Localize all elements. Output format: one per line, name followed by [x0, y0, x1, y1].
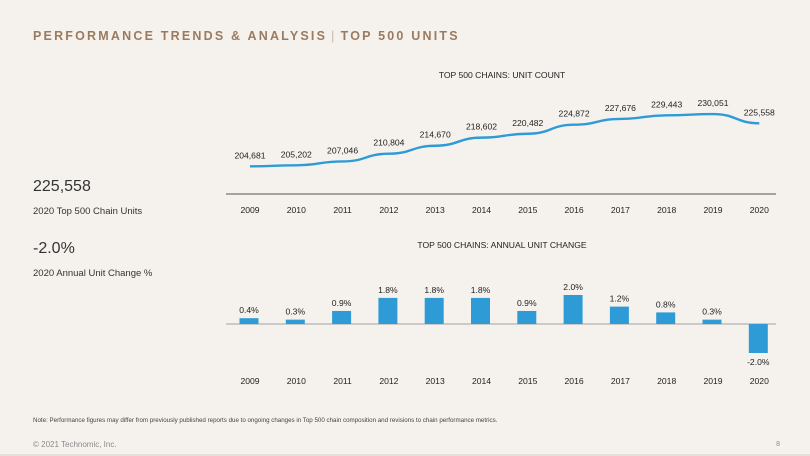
- annual-change-data-label: 1.8%: [424, 285, 444, 295]
- annual-change-bar: [609, 306, 629, 324]
- unit-count-data-label: 229,443: [651, 99, 682, 109]
- bar-x-tick-label: 2011: [333, 376, 352, 386]
- annual-change-bar: [332, 310, 352, 324]
- annual-change-data-label: 0.3%: [702, 307, 722, 317]
- line-x-tick-label: 2013: [426, 205, 445, 215]
- line-x-tick-label: 2015: [518, 205, 537, 215]
- bar-x-tick-label: 2018: [657, 376, 676, 386]
- annual-change-data-label: 2.0%: [563, 282, 583, 292]
- header-separator: |: [331, 29, 337, 43]
- unit-count-data-label: 220,482: [512, 118, 543, 128]
- header-title-right: TOP 500 UNITS: [340, 29, 460, 43]
- kpi-unit-count: 225,558 2020 Top 500 Chain Units: [33, 178, 142, 217]
- annual-change-data-label: -2.0%: [747, 357, 770, 367]
- bar-x-tick-label: 2015: [518, 376, 537, 386]
- bar-x-tick-label: 2019: [703, 376, 722, 386]
- footnote: Note: Performance figures may differ fro…: [33, 417, 498, 424]
- unit-count-data-label: 207,046: [327, 145, 358, 155]
- line-x-tick-label: 2009: [240, 205, 259, 215]
- annual-change-bar: [285, 319, 305, 324]
- annual-change-bar: [239, 318, 259, 324]
- annual-change-bar: [471, 297, 490, 324]
- bar-x-tick-label: 2010: [287, 376, 306, 386]
- annual-change-data-label: 0.8%: [656, 299, 676, 309]
- bar-x-tick-label: 2012: [379, 376, 398, 386]
- kpi-value: -2.0%: [33, 240, 75, 257]
- annual-change-bar: [748, 324, 768, 353]
- unit-count-data-label: 214,670: [420, 130, 451, 140]
- unit-count-data-label: 224,872: [559, 109, 590, 119]
- header-title-left: PERFORMANCE TRENDS & ANALYSIS: [33, 29, 328, 43]
- unit-count-data-label: 225,558: [744, 107, 775, 117]
- unit-count-data-label: 227,676: [605, 103, 636, 113]
- annual-change-data-label: 0.9%: [517, 298, 537, 308]
- line-x-tick-label: 2014: [472, 205, 491, 215]
- line-x-tick-label: 2011: [333, 205, 352, 215]
- unit-count-line: [249, 112, 760, 168]
- annual-change-bar: [702, 319, 722, 324]
- kpi-value: 225,558: [33, 178, 91, 195]
- line-chart-title: TOP 500 CHAINS: UNIT COUNT: [438, 70, 566, 80]
- bar-x-tick-label: 2009: [240, 376, 259, 386]
- unit-count-data-label: 205,202: [281, 149, 312, 159]
- annual-change-data-label: 1.8%: [378, 285, 398, 295]
- annual-change-bar: [378, 297, 398, 324]
- annual-change-data-label: 0.4%: [239, 305, 259, 315]
- line-x-tick-label: 2020: [750, 205, 769, 215]
- bar-x-tick-label: 2016: [565, 376, 584, 386]
- bar-x-tick-label: 2017: [611, 376, 630, 386]
- line-x-tick-label: 2012: [379, 205, 398, 215]
- annual-change-bar: [563, 295, 583, 324]
- unit-count-data-label: 218,602: [466, 122, 497, 132]
- line-x-tick-label: 2019: [703, 205, 722, 215]
- bar-x-tick-label: 2013: [426, 376, 445, 386]
- annual-change-data-label: 1.2%: [610, 294, 630, 304]
- bar-chart-title: TOP 500 CHAINS: ANNUAL UNIT CHANGE: [417, 240, 587, 250]
- line-x-tick-label: 2018: [657, 205, 676, 215]
- copyright: © 2021 Technomic, Inc.: [33, 440, 117, 449]
- page-number: 8: [776, 441, 780, 448]
- kpi-label: 2020 Annual Unit Change %: [33, 268, 153, 279]
- unit-count-data-label: 210,804: [373, 138, 404, 148]
- line-x-tick-label: 2017: [611, 205, 630, 215]
- kpi-label: 2020 Top 500 Chain Units: [33, 206, 143, 217]
- unit-count-data-label: 230,051: [697, 98, 728, 108]
- annual-change-data-label: 1.8%: [471, 285, 491, 295]
- kpi-unit-change: -2.0% 2020 Annual Unit Change %: [33, 240, 152, 279]
- bar-x-tick-label: 2020: [750, 376, 769, 386]
- bar-x-tick-label: 2014: [472, 376, 491, 386]
- line-x-tick-label: 2016: [565, 205, 584, 215]
- footer-divider: [0, 454, 810, 456]
- annual-change-data-label: 0.9%: [332, 298, 352, 308]
- line-x-tick-label: 2010: [287, 205, 306, 215]
- annual-change-bar: [656, 312, 676, 324]
- annual-change-bar: [517, 310, 537, 324]
- page-header: PERFORMANCE TRENDS & ANALYSIS | TOP 500 UN…: [33, 29, 460, 43]
- annual-change-data-label: 0.3%: [286, 307, 306, 317]
- annual-change-bar: [424, 297, 444, 324]
- unit-count-data-label: 204,681: [234, 150, 265, 160]
